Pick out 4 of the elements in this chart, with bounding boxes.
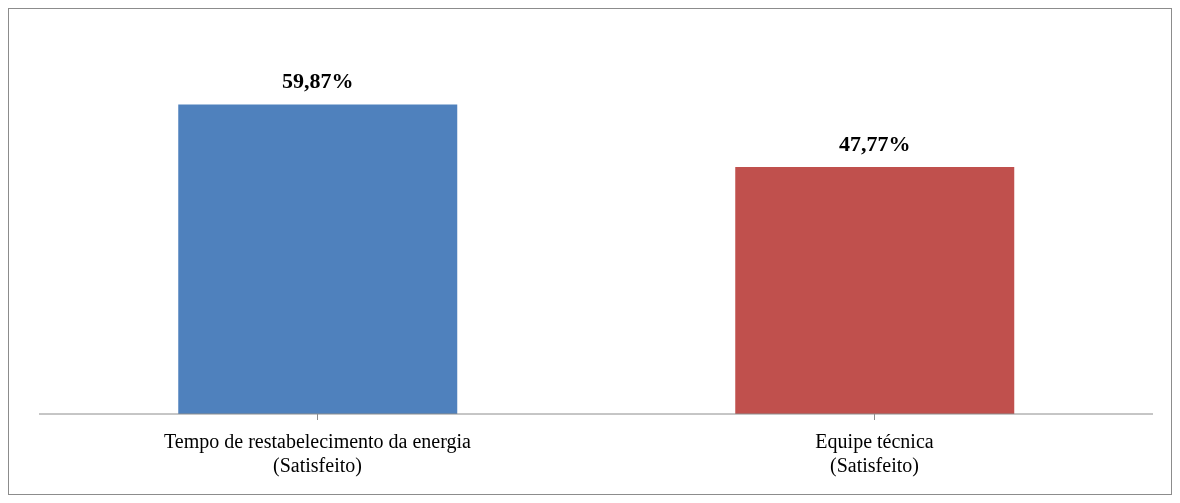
x-tick-label: Equipe técnica (Satisfeito) xyxy=(815,430,934,477)
data-label: 47,77% xyxy=(839,131,911,157)
data-label: 59,87% xyxy=(282,68,354,94)
x-tick-label: Tempo de restabelecimento da energia (Satisfeito) xyxy=(164,430,472,477)
